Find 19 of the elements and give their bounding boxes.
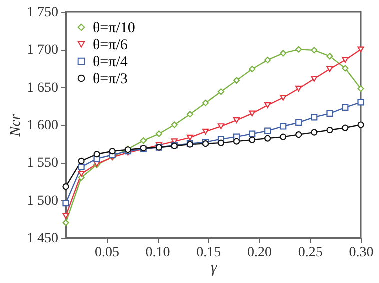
x-tick-label: 0.20 bbox=[248, 246, 272, 260]
x-axis-title: γ bbox=[210, 260, 218, 276]
y-tick-label: 1 450 bbox=[27, 232, 58, 246]
legend-label: θ=π/10 bbox=[93, 20, 136, 36]
legend-label: θ=π/4 bbox=[93, 54, 128, 70]
legend-label: θ=π/3 bbox=[93, 72, 128, 88]
y-tick-label: 1 500 bbox=[27, 194, 58, 209]
x-tick-label: 0.05 bbox=[94, 246, 120, 260]
x-tick-label: 0.30 bbox=[349, 246, 374, 260]
y-tick-label: 1 700 bbox=[27, 43, 58, 58]
y-tick-label: 1 650 bbox=[27, 80, 58, 96]
x-tick-label: 0.25 bbox=[298, 246, 323, 260]
y-tick-label: 1 600 bbox=[27, 118, 58, 134]
x-tick-label: 0.15 bbox=[196, 246, 222, 260]
y-axis-title: Ncr bbox=[8, 114, 24, 138]
y-tick-label: 1 750 bbox=[27, 6, 58, 20]
legend-label: θ=π/6 bbox=[93, 38, 128, 54]
x-tick-label: 0.10 bbox=[146, 246, 170, 260]
y-tick-label: 1 550 bbox=[27, 156, 58, 172]
